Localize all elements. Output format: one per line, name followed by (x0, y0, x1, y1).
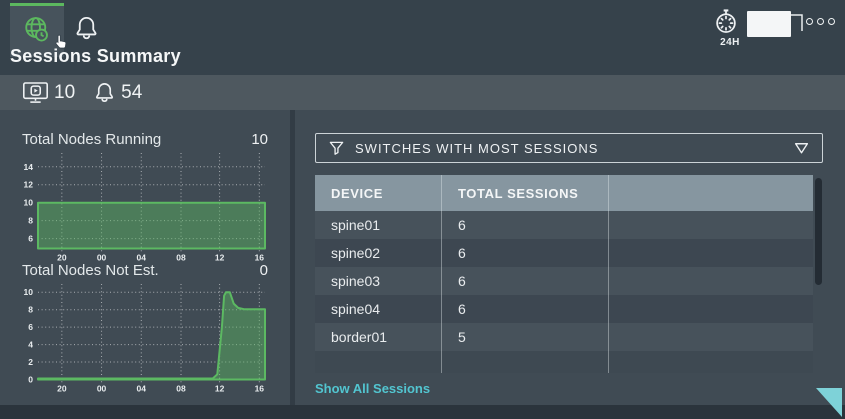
svg-text:10: 10 (24, 198, 34, 208)
ellipsis-menu-icon[interactable] (806, 18, 835, 25)
empty-cell (608, 239, 813, 267)
empty-cell (608, 211, 813, 239)
tab-sessions[interactable] (10, 3, 67, 57)
svg-text:8: 8 (28, 216, 33, 226)
device-cell: border01 (331, 329, 388, 345)
stats-bar: 10 54 (0, 75, 845, 110)
table-row[interactable]: spine02 6 (315, 239, 813, 267)
alarms-count-stat[interactable]: 54 (93, 80, 142, 105)
svg-text:16: 16 (255, 253, 265, 263)
triangle-down-icon (793, 140, 810, 156)
empty-cell (608, 351, 813, 373)
svg-text:00: 00 (97, 253, 107, 263)
show-all-sessions-link[interactable]: Show All Sessions (315, 381, 431, 396)
svg-text:12: 12 (215, 384, 225, 394)
svg-text:20: 20 (57, 384, 67, 394)
svg-text:20: 20 (57, 253, 67, 263)
dot (828, 18, 835, 25)
empty-cell (608, 323, 813, 351)
chart-1-title-row: Total Nodes Running 10 (22, 131, 268, 148)
total-sessions-cell: 5 (441, 323, 608, 351)
time-range-label: 24H (720, 37, 740, 48)
time-range-control[interactable]: 24H (712, 8, 748, 48)
table-row[interactable]: spine01 6 (315, 211, 813, 239)
empty-cell (608, 175, 813, 211)
total-sessions-cell: 6 (441, 211, 608, 239)
sessions-table: DEVICE TOTAL SESSIONS spine01 6 spine02 6 spin… (315, 175, 813, 373)
card-bracket-line (791, 13, 805, 33)
switches-filter-dropdown[interactable]: SWITCHES WITH MOST SESSIONS (315, 133, 823, 163)
svg-text:04: 04 (137, 253, 147, 263)
nodes-running-chart: 6 8 10 12 14 20 00 04 08 12 16 (8, 150, 270, 266)
svg-text:12: 12 (215, 253, 225, 263)
table-row-partial (315, 351, 813, 373)
device-cell: spine01 (331, 217, 381, 233)
svg-text:10: 10 (24, 287, 34, 297)
svg-text:6: 6 (28, 322, 33, 332)
svg-text:2: 2 (28, 357, 33, 367)
alarms-count-value: 54 (121, 81, 143, 103)
total-sessions-cell: 6 (441, 267, 608, 295)
svg-text:00: 00 (97, 384, 107, 394)
page-title: Sessions Summary (10, 46, 181, 66)
nodes-not-est-chart: 0 2 4 6 8 10 20 00 04 08 12 16 (8, 281, 270, 397)
svg-text:8: 8 (28, 305, 33, 315)
svg-text:08: 08 (176, 253, 186, 263)
table-header-row: DEVICE TOTAL SESSIONS (315, 175, 813, 211)
table-row[interactable]: spine04 6 (315, 295, 813, 323)
dot (817, 18, 824, 25)
svg-text:6: 6 (28, 234, 33, 244)
empty-cell (608, 295, 813, 323)
total-sessions-cell: 6 (441, 239, 608, 267)
scrollbar-thumb[interactable] (815, 178, 822, 285)
total-sessions-cell (441, 351, 608, 373)
svg-text:08: 08 (176, 384, 186, 394)
device-cell (315, 351, 441, 373)
table-row[interactable]: border01 5 (315, 323, 813, 351)
bell-icon[interactable] (73, 13, 100, 43)
chart-1-value: 10 (251, 131, 268, 148)
sessions-count-stat[interactable]: 10 (22, 81, 75, 105)
topbar-card[interactable] (747, 11, 791, 37)
total-sessions-cell: 6 (441, 295, 608, 323)
device-cell: DEVICE (331, 185, 384, 201)
svg-text:16: 16 (255, 384, 265, 394)
total-sessions-cell: TOTAL SESSIONS (441, 175, 608, 211)
svg-text:0: 0 (28, 375, 33, 385)
table-scrollbar (815, 178, 822, 373)
monitor-play-icon (22, 81, 49, 105)
chart-2-title: Total Nodes Not Est. (22, 262, 159, 279)
dropdown-label: SWITCHES WITH MOST SESSIONS (355, 140, 599, 156)
bottom-strip (0, 405, 845, 419)
top-nav-bar: Sessions Summary 24H (0, 0, 845, 75)
chart-2-value: 0 (259, 262, 268, 279)
svg-text:04: 04 (137, 384, 147, 394)
device-cell: spine04 (331, 301, 381, 317)
empty-cell (608, 267, 813, 295)
panel-divider (290, 110, 295, 405)
svg-text:14: 14 (24, 162, 34, 172)
svg-text:12: 12 (24, 180, 34, 190)
bell-icon (93, 80, 116, 105)
globe-clock-icon (22, 15, 52, 45)
chart-1-title: Total Nodes Running (22, 131, 162, 148)
filter-icon (328, 140, 345, 157)
table-row[interactable]: spine03 6 (315, 267, 813, 295)
stopwatch-icon (712, 8, 748, 36)
chart-2-title-row: Total Nodes Not Est. 0 (22, 262, 268, 279)
cursor-icon (52, 33, 71, 52)
dot (806, 18, 813, 25)
svg-text:4: 4 (28, 340, 33, 350)
device-cell: spine02 (331, 245, 381, 261)
device-cell: spine03 (331, 273, 381, 289)
sessions-count-value: 10 (54, 81, 76, 103)
